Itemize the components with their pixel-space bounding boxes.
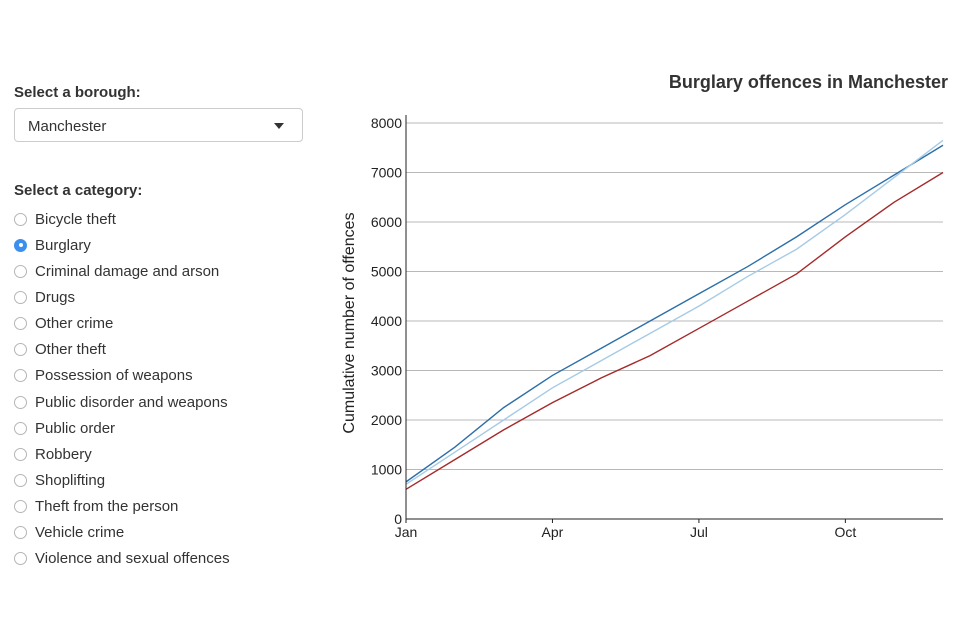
category-label: Select a category: xyxy=(14,182,143,199)
y-tick-label: 1000 xyxy=(371,462,402,478)
borough-select[interactable]: Manchester xyxy=(14,108,303,142)
category-option[interactable]: Criminal damage and arson xyxy=(14,258,230,284)
y-tick-label: 0 xyxy=(394,511,402,527)
borough-label: Select a borough: xyxy=(14,84,141,101)
y-axis-title: Cumulative number of offences xyxy=(341,212,358,433)
chart-title: Burglary offences in Manchester xyxy=(668,72,948,92)
y-tick-label: 2000 xyxy=(371,412,402,428)
category-option[interactable]: Drugs xyxy=(14,284,230,310)
category-option[interactable]: Possession of weapons xyxy=(14,363,230,389)
x-tick-label: Oct xyxy=(834,524,856,540)
category-option-label: Vehicle crime xyxy=(35,524,125,542)
radio-button[interactable] xyxy=(14,447,27,461)
borough-select-value: Manchester xyxy=(28,118,107,135)
radio-button[interactable] xyxy=(14,212,27,226)
series-line-2 xyxy=(405,139,944,485)
category-option-label: Burglary xyxy=(35,236,91,254)
category-option-label: Bicycle theft xyxy=(35,210,116,228)
category-option-label: Possession of weapons xyxy=(35,367,193,385)
x-tick-label: Apr xyxy=(542,524,564,540)
y-axis-tick-labels: 0 1000 2000 3000 4000 5000 6000 7000 8000 xyxy=(371,115,402,527)
radio-button[interactable] xyxy=(14,395,27,409)
category-option[interactable]: Vehicle crime xyxy=(14,520,230,546)
radio-button[interactable] xyxy=(14,369,27,383)
y-tick-label: 3000 xyxy=(371,363,402,379)
category-option[interactable]: Shoplifting xyxy=(14,467,230,493)
radio-button[interactable] xyxy=(14,500,27,514)
category-option-label: Public order xyxy=(35,419,116,437)
category-option-label: Shoplifting xyxy=(35,471,106,489)
radio-button[interactable] xyxy=(14,317,27,331)
series-line-1 xyxy=(405,144,944,483)
category-option-label: Theft from the person xyxy=(35,498,179,516)
category-option[interactable]: Public order xyxy=(14,415,230,441)
category-option[interactable]: Public disorder and weapons xyxy=(14,389,230,415)
radio-button[interactable] xyxy=(14,473,27,487)
category-option-label: Other crime xyxy=(35,315,114,333)
category-option[interactable]: Burglary xyxy=(14,232,230,258)
y-tick-label: 4000 xyxy=(371,313,402,329)
x-tick-label: Jul xyxy=(690,524,708,540)
radio-button[interactable] xyxy=(14,526,27,540)
x-axis-tick-labels: Jan Apr Jul Oct xyxy=(395,519,856,540)
y-tick-label: 8000 xyxy=(371,115,402,131)
category-option-label: Other theft xyxy=(35,341,106,359)
radio-button[interactable] xyxy=(14,343,27,357)
category-option[interactable]: Other crime xyxy=(14,311,230,337)
radio-button[interactable] xyxy=(14,238,27,252)
category-option-label: Violence and sexual offences xyxy=(35,550,230,568)
y-tick-label: 6000 xyxy=(371,214,402,230)
category-option[interactable]: Other theft xyxy=(14,337,230,363)
radio-button[interactable] xyxy=(14,290,27,304)
category-option-label: Robbery xyxy=(35,445,92,463)
chevron-down-icon xyxy=(274,123,284,129)
category-option-label: Public disorder and weapons xyxy=(35,393,228,411)
category-option[interactable]: Violence and sexual offences xyxy=(14,546,230,572)
gridlines xyxy=(406,122,943,470)
radio-button[interactable] xyxy=(14,421,27,435)
radio-button[interactable] xyxy=(14,264,27,278)
y-tick-label: 7000 xyxy=(371,165,402,181)
category-option[interactable]: Robbery xyxy=(14,441,230,467)
series-line-3 xyxy=(405,171,944,490)
category-radio-group: Bicycle theft Burglary Criminal damage and… xyxy=(14,206,230,572)
category-option[interactable]: Bicycle theft xyxy=(14,206,230,232)
category-option[interactable]: Theft from the person xyxy=(14,494,230,520)
category-option-label: Drugs xyxy=(35,288,76,306)
y-tick-label: 5000 xyxy=(371,264,402,280)
x-tick-label: Jan xyxy=(395,524,418,540)
chart-series xyxy=(405,139,944,490)
radio-button[interactable] xyxy=(14,552,27,566)
cumulative-offences-chart: 0 1000 2000 3000 4000 5000 6000 7000 8000 Jan Apr… xyxy=(341,115,944,540)
category-option-label: Criminal damage and arson xyxy=(35,262,220,280)
